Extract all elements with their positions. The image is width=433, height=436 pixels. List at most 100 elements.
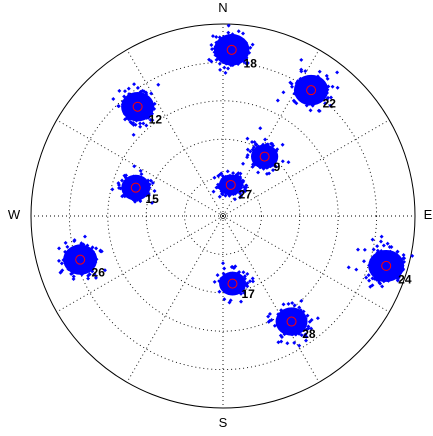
sample-point xyxy=(223,193,228,198)
sample-point xyxy=(286,160,291,165)
sample-point xyxy=(321,86,326,90)
sample-point xyxy=(131,95,136,100)
sample-point xyxy=(251,145,256,150)
sample-point xyxy=(266,319,271,324)
sample-point xyxy=(125,183,130,188)
sample-point xyxy=(295,80,300,85)
sample-point xyxy=(301,95,306,99)
sample-point xyxy=(245,155,250,160)
sample-point xyxy=(325,76,330,81)
sample-point xyxy=(325,90,329,95)
sample-point xyxy=(86,276,91,281)
sample-point xyxy=(211,189,216,194)
sample-point xyxy=(94,257,99,262)
satellite-cloud-18 xyxy=(207,23,255,75)
sample-point xyxy=(65,244,70,249)
sample-point xyxy=(239,291,243,296)
sample-point xyxy=(250,164,255,169)
satellite-label-18: 18 xyxy=(244,56,258,70)
sample-point xyxy=(124,100,129,105)
sample-point xyxy=(132,82,137,87)
sample-point xyxy=(210,34,215,39)
sample-point xyxy=(131,113,136,118)
azimuth-spoke xyxy=(126,49,224,217)
sample-point xyxy=(237,184,242,189)
sample-point xyxy=(236,276,241,281)
sample-point xyxy=(281,90,286,95)
sample-point xyxy=(280,159,285,164)
sample-point xyxy=(281,302,286,307)
sample-point xyxy=(378,239,383,244)
sample-point xyxy=(235,181,240,186)
sample-point xyxy=(263,137,268,142)
sample-point xyxy=(230,189,235,194)
sample-point xyxy=(72,239,77,244)
sample-point xyxy=(130,191,135,196)
sample-point xyxy=(241,289,246,294)
sample-point xyxy=(226,30,231,35)
satellite-cloud-9 xyxy=(241,126,291,176)
sample-point xyxy=(240,283,245,288)
sample-point xyxy=(222,185,227,190)
sample-point xyxy=(110,187,115,192)
sample-point xyxy=(116,181,121,186)
satellite-label-27: 27 xyxy=(239,187,253,201)
sample-point xyxy=(303,69,308,74)
sample-point xyxy=(320,91,325,96)
sample-point xyxy=(73,265,78,270)
sample-point xyxy=(226,277,231,282)
sample-point xyxy=(315,316,320,321)
sample-point xyxy=(133,199,137,204)
sample-point xyxy=(241,161,246,166)
sample-point xyxy=(286,301,291,306)
sample-point xyxy=(320,80,325,85)
sample-point xyxy=(250,42,255,47)
sample-point xyxy=(90,269,95,274)
sample-point xyxy=(63,240,68,245)
sample-point xyxy=(299,67,304,72)
sample-point xyxy=(221,179,225,184)
elevation-ring xyxy=(107,100,339,332)
sample-point xyxy=(309,77,314,82)
sample-point xyxy=(396,273,401,278)
sample-point xyxy=(111,97,116,101)
sample-point xyxy=(245,136,250,141)
sample-point xyxy=(126,117,131,122)
sample-point xyxy=(298,76,303,81)
sample-point xyxy=(124,187,129,192)
sample-point xyxy=(231,171,236,176)
sample-point xyxy=(76,244,81,249)
sample-point xyxy=(224,177,229,182)
sample-point xyxy=(308,108,313,113)
sample-point xyxy=(324,73,329,78)
sample-point xyxy=(317,69,322,74)
sample-point xyxy=(346,265,351,270)
sample-point xyxy=(234,188,239,193)
sample-point xyxy=(307,101,312,106)
sample-point xyxy=(298,319,303,324)
sample-point xyxy=(210,47,215,52)
sample-point xyxy=(136,111,141,116)
sample-point xyxy=(241,270,246,275)
sample-point xyxy=(402,259,406,264)
sample-point xyxy=(267,171,272,176)
sample-point xyxy=(307,95,312,100)
sample-point xyxy=(279,339,284,344)
elevation-ring xyxy=(68,61,378,371)
satellite-label-26: 26 xyxy=(92,266,106,280)
sample-point xyxy=(121,193,126,198)
sample-point xyxy=(218,186,223,191)
sample-point xyxy=(222,289,227,294)
sample-point xyxy=(232,197,237,202)
sample-point xyxy=(156,82,161,87)
sample-point xyxy=(123,175,128,180)
sample-point xyxy=(294,84,299,89)
sample-point xyxy=(241,31,246,36)
sample-point xyxy=(91,251,96,256)
sample-point xyxy=(212,175,217,180)
sample-point xyxy=(71,276,76,281)
sample-point xyxy=(121,107,126,112)
sample-point xyxy=(144,123,149,128)
sample-point xyxy=(127,104,132,109)
sample-point xyxy=(146,193,151,198)
